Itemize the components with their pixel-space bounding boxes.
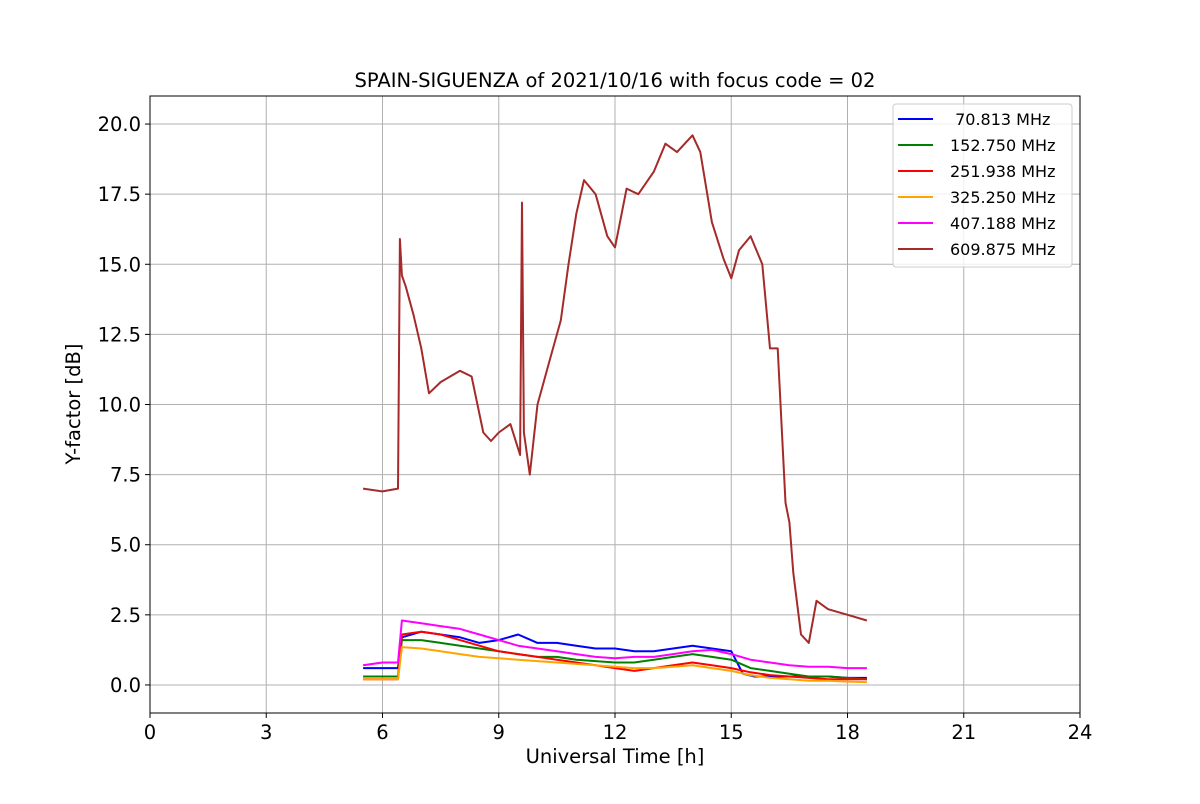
y-axis-label: Y-factor [dB] (62, 344, 85, 466)
y-tick-label: 2.5 (110, 604, 141, 627)
y-tick-label: 17.5 (98, 183, 141, 206)
legend-label: 325.250 MHz (950, 188, 1055, 207)
x-tick-label: 18 (835, 721, 860, 744)
series-line-4 (362, 619, 867, 670)
x-tick-label: 9 (493, 721, 505, 744)
x-tick-label: 3 (260, 721, 272, 744)
series-line-5 (362, 134, 868, 644)
x-tick-label: 12 (603, 721, 628, 744)
x-tick-label: 6 (376, 721, 388, 744)
y-tick-label: 12.5 (98, 323, 141, 346)
series-line-1 (363, 639, 867, 681)
legend-label: 251.938 MHz (950, 162, 1055, 181)
y-tick-label: 15.0 (98, 253, 141, 276)
x-tick-label: 0 (144, 721, 156, 744)
series-line-3 (363, 646, 867, 684)
legend-label: 152.750 MHz (950, 136, 1055, 155)
chart-title: SPAIN-SIGUENZA of 2021/10/16 with focus … (355, 69, 876, 92)
x-tick-label: 24 (1068, 721, 1093, 744)
legend-box (892, 103, 1073, 268)
legend-label: 407.188 MHz (950, 214, 1055, 233)
y-tick-label: 20.0 (98, 113, 141, 136)
x-tick-label: 21 (951, 721, 976, 744)
series-lines (362, 134, 868, 684)
x-axis-label: Universal Time [h] (526, 745, 705, 768)
y-tick-label: 5.0 (110, 534, 141, 557)
legend-label: 70.813 MHz (950, 110, 1050, 129)
x-tick-label: 15 (719, 721, 744, 744)
legend-label: 609.875 MHz (950, 240, 1055, 259)
y-axis-ticks: 0.0 2.5 5.0 7.5 10.0 12.5 15.0 17.5 20.0 (98, 113, 150, 697)
y-tick-label: 7.5 (110, 464, 141, 487)
y-tick-label: 10.0 (98, 394, 141, 417)
x-axis-ticks: 0 3 6 9 12 15 18 21 24 (144, 713, 1093, 744)
legend: 70.813 MHz 152.750 MHz 251.938 MHz 325.250 … (892, 103, 1073, 268)
y-tick-label: 0.0 (110, 674, 141, 697)
